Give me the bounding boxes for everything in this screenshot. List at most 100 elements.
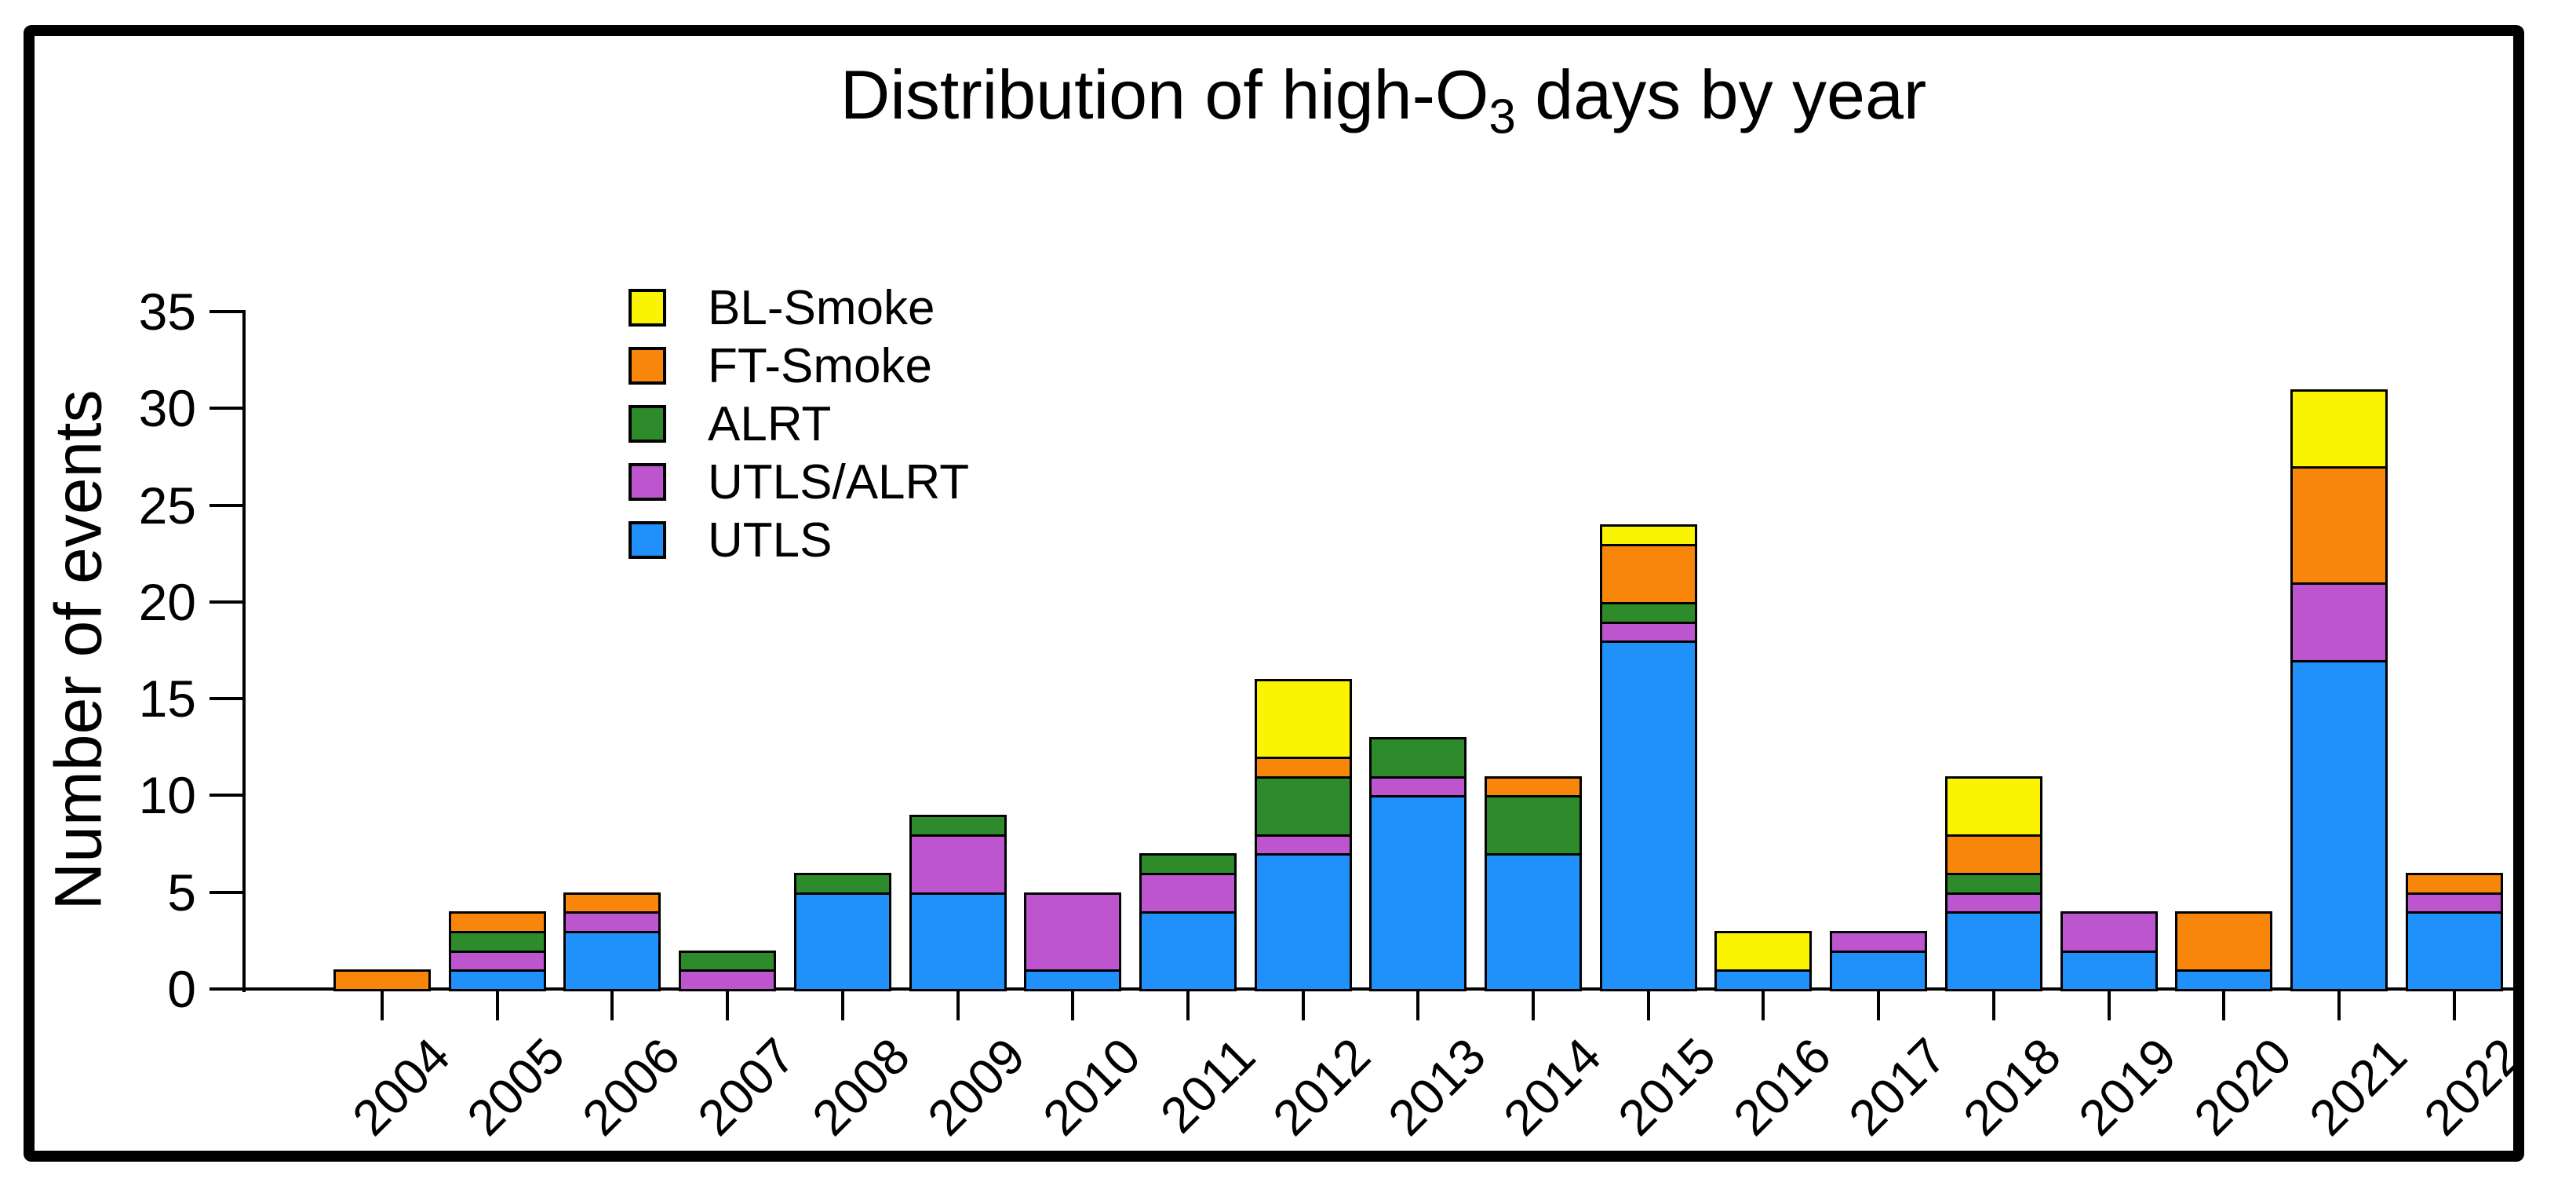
bar-segment-2005-UTLS/ALRT (448, 950, 546, 973)
y-axis-line (242, 310, 246, 992)
bar-segment-2022-UTLS/ALRT (2405, 892, 2503, 914)
bar-segment-2012-UTLS/ALRT (1254, 834, 1352, 856)
x-tick-mark-2018 (1991, 991, 1995, 1020)
bar-segment-2015-ALRT (1599, 601, 1697, 624)
bar-segment-2005-UTLS (448, 969, 546, 991)
x-tick-mark-2011 (1186, 991, 1190, 1020)
bar-segment-2018-UTLS (1944, 911, 2042, 991)
bar-segment-2014-UTLS (1485, 853, 1582, 991)
x-tick-mark-2006 (610, 991, 614, 1020)
y-tick-mark-15 (210, 697, 242, 701)
bar-segment-2011-ALRT (1139, 853, 1237, 876)
bar-segment-2011-UTLS (1139, 911, 1237, 991)
x-tick-mark-2014 (1532, 991, 1535, 1020)
bar-segment-2020-UTLS (2175, 969, 2273, 991)
y-tick-mark-20 (210, 600, 242, 604)
y-tick-label-10: 10 (138, 766, 196, 825)
x-tick-mark-2015 (1646, 991, 1650, 1020)
bar-segment-2016-UTLS (1714, 969, 1813, 991)
x-tick-mark-2020 (2222, 991, 2226, 1020)
bar-segment-2011-UTLS/ALRT (1139, 873, 1237, 914)
bar-segment-2012-FT-Smoke (1254, 757, 1352, 779)
y-tick-label-20: 20 (138, 572, 196, 631)
y-tick-mark-35 (210, 310, 242, 313)
bar-segment-2017-UTLS/ALRT (1830, 931, 1928, 953)
bar-segment-2005-ALRT (448, 931, 546, 953)
bar-segment-2015-BL-Smoke (1599, 524, 1697, 546)
chart-title: Distribution of high-O3 days by year (246, 55, 2521, 145)
y-tick-label-5: 5 (167, 863, 196, 921)
y-tick-label-30: 30 (138, 379, 196, 438)
legend-swatch-UTLS/ALRT (629, 463, 666, 501)
y-tick-mark-25 (210, 503, 242, 507)
bar-segment-2016-BL-Smoke (1714, 931, 1813, 973)
bar-segment-2013-UTLS (1369, 795, 1467, 991)
bar-segment-2015-UTLS (1599, 640, 1697, 991)
x-tick-mark-2012 (1301, 991, 1305, 1020)
bar-segment-2015-FT-Smoke (1599, 543, 1697, 604)
bar-segment-2007-UTLS/ALRT (679, 969, 777, 991)
x-tick-mark-2019 (2107, 991, 2111, 1020)
bar-segment-2014-FT-Smoke (1485, 775, 1582, 798)
bar-segment-2009-UTLS/ALRT (909, 834, 1007, 895)
bar-segment-2010-UTLS/ALRT (1024, 892, 1122, 973)
bar-segment-2006-UTLS/ALRT (563, 911, 661, 934)
y-tick-label-15: 15 (138, 670, 196, 728)
bar-segment-2005-FT-Smoke (448, 911, 546, 934)
bar-segment-2021-BL-Smoke (2290, 389, 2388, 469)
bar-segment-2013-UTLS/ALRT (1369, 775, 1467, 798)
x-tick-mark-2013 (1416, 991, 1420, 1020)
legend-swatch-ALRT (629, 405, 666, 443)
bar-segment-2018-UTLS/ALRT (1944, 892, 2042, 914)
y-tick-mark-10 (210, 794, 242, 797)
x-tick-mark-2022 (2452, 991, 2456, 1020)
bar-segment-2017-UTLS (1830, 950, 1928, 991)
chart-title-suffix: days by year (1515, 56, 1927, 133)
bar-segment-2006-UTLS (563, 931, 661, 991)
legend-label-UTLS/ALRT: UTLS/ALRT (708, 455, 970, 509)
y-tick-mark-5 (210, 890, 242, 894)
x-tick-mark-2021 (2337, 991, 2341, 1020)
bar-segment-2021-UTLS (2290, 659, 2388, 991)
y-tick-mark-0 (210, 987, 242, 991)
chart-title-prefix: Distribution of high-O (840, 56, 1489, 133)
x-tick-mark-2005 (495, 991, 499, 1020)
bar-segment-2014-ALRT (1485, 795, 1582, 856)
bar-segment-2010-UTLS (1024, 969, 1122, 991)
y-tick-mark-30 (210, 407, 242, 411)
bar-segment-2007-ALRT (679, 950, 777, 973)
legend-swatch-FT-Smoke (629, 347, 666, 385)
bar-segment-2013-ALRT (1369, 737, 1467, 779)
bar-segment-2018-FT-Smoke (1944, 834, 2042, 876)
x-tick-mark-2016 (1762, 991, 1765, 1020)
bar-segment-2004-FT-Smoke (333, 969, 431, 991)
x-tick-mark-2007 (726, 991, 730, 1020)
bar-segment-2019-UTLS/ALRT (2060, 911, 2158, 953)
bar-segment-2015-UTLS/ALRT (1599, 621, 1697, 644)
bar-segment-2021-FT-Smoke (2290, 466, 2388, 586)
legend-swatch-UTLS (629, 521, 666, 559)
y-tick-label-0: 0 (167, 960, 196, 1018)
legend-swatch-BL-Smoke (629, 289, 666, 327)
bar-segment-2008-ALRT (793, 873, 891, 895)
bar-segment-2009-ALRT (909, 815, 1007, 837)
x-tick-mark-2017 (1877, 991, 1881, 1020)
legend-label-ALRT: ALRT (708, 397, 832, 451)
bar-segment-2012-ALRT (1254, 775, 1352, 837)
bar-segment-2020-FT-Smoke (2175, 911, 2273, 973)
bar-segment-2018-BL-Smoke (1944, 775, 2042, 837)
bar-segment-2012-UTLS (1254, 853, 1352, 991)
y-tick-label-35: 35 (138, 283, 196, 341)
bar-segment-2006-FT-Smoke (563, 892, 661, 914)
x-tick-mark-2004 (381, 991, 384, 1020)
x-tick-mark-2008 (840, 991, 844, 1020)
bar-segment-2019-UTLS (2060, 950, 2158, 991)
x-tick-mark-2009 (956, 991, 960, 1020)
chart-title-subscript: 3 (1488, 89, 1516, 144)
bar-segment-2022-UTLS (2405, 911, 2503, 991)
bar-segment-2021-UTLS/ALRT (2290, 582, 2388, 662)
bar-segment-2008-UTLS (793, 892, 891, 991)
x-tick-mark-2010 (1071, 991, 1075, 1020)
legend-label-BL-Smoke: BL-Smoke (708, 281, 935, 335)
